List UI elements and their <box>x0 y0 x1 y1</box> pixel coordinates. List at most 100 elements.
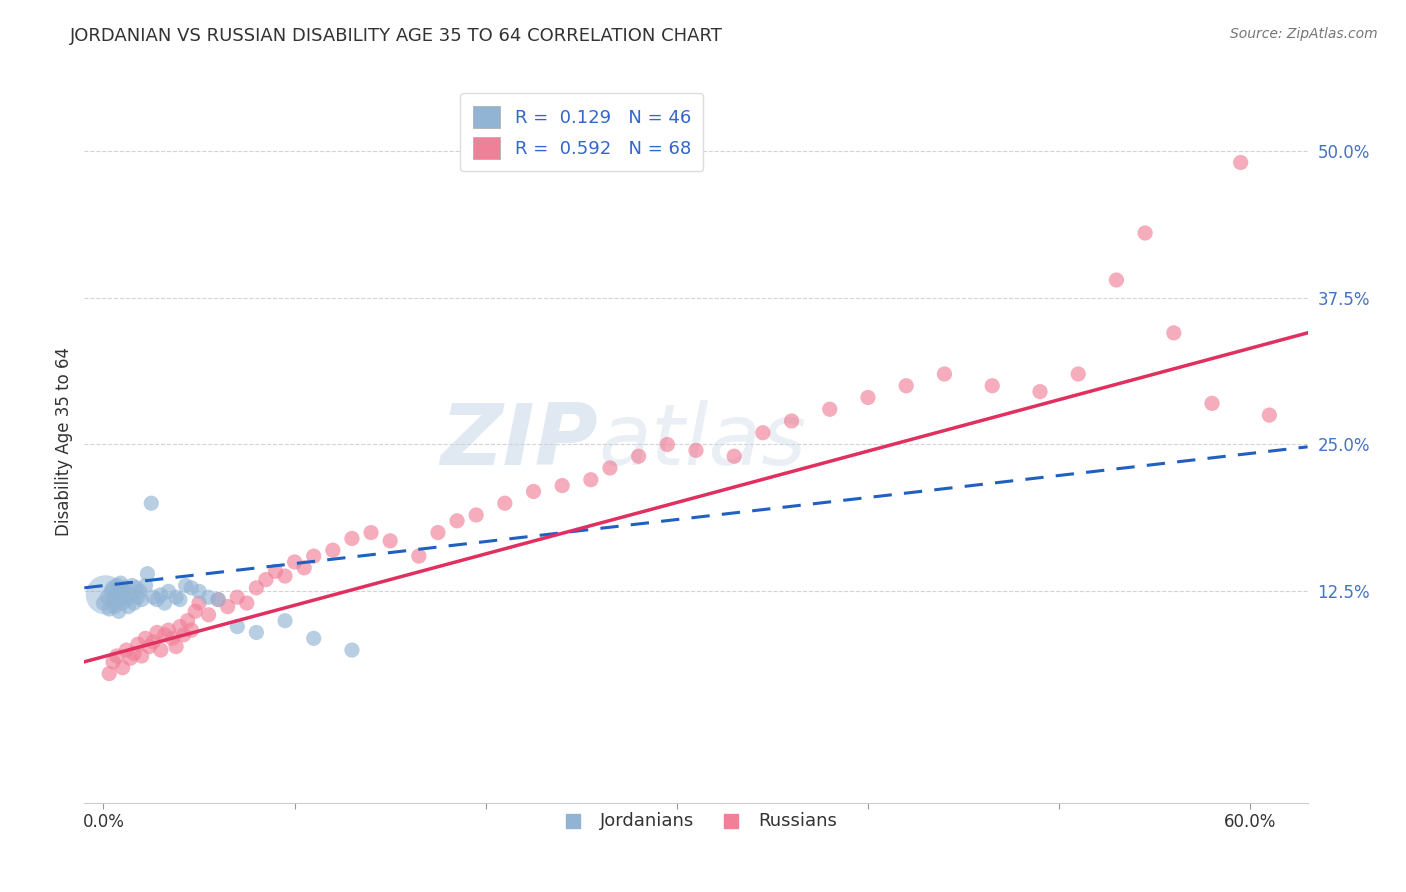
Point <box>446 514 468 528</box>
Point <box>136 566 159 581</box>
Point <box>125 581 148 595</box>
Text: atlas: atlas <box>598 400 806 483</box>
Point <box>174 578 197 592</box>
Point <box>149 643 172 657</box>
Point <box>685 443 707 458</box>
Point <box>105 648 128 663</box>
Point <box>1201 396 1223 410</box>
Point <box>184 604 207 618</box>
Point <box>245 625 267 640</box>
Point <box>723 449 745 463</box>
Point <box>981 378 1004 392</box>
Point <box>142 591 165 605</box>
Point <box>599 461 621 475</box>
Point <box>162 632 184 646</box>
Point <box>264 565 287 579</box>
Point <box>254 573 277 587</box>
Point <box>114 581 136 595</box>
Point <box>110 584 132 599</box>
Point <box>131 592 153 607</box>
Point <box>1029 384 1052 399</box>
Point <box>120 651 142 665</box>
Point <box>105 578 128 592</box>
Point <box>165 591 187 605</box>
Point <box>127 637 149 651</box>
Point <box>226 619 249 633</box>
Point <box>169 619 191 633</box>
Point <box>752 425 775 440</box>
Point <box>1133 226 1156 240</box>
Point <box>1229 155 1251 169</box>
Point <box>149 588 172 602</box>
Point <box>188 596 211 610</box>
Point <box>93 596 115 610</box>
Point <box>780 414 803 428</box>
Point <box>408 549 430 563</box>
Point <box>94 588 117 602</box>
Point <box>98 602 121 616</box>
Point <box>302 549 325 563</box>
Text: Source: ZipAtlas.com: Source: ZipAtlas.com <box>1230 27 1378 41</box>
Y-axis label: Disability Age 35 to 64: Disability Age 35 to 64 <box>55 347 73 536</box>
Point <box>226 591 249 605</box>
Point <box>135 632 157 646</box>
Point <box>494 496 516 510</box>
Point <box>340 532 363 546</box>
Text: JORDANIAN VS RUSSIAN DISABILITY AGE 35 TO 64 CORRELATION CHART: JORDANIAN VS RUSSIAN DISABILITY AGE 35 T… <box>70 27 723 45</box>
Point <box>111 596 134 610</box>
Point <box>104 599 127 614</box>
Point <box>101 592 124 607</box>
Point <box>1105 273 1128 287</box>
Point <box>120 588 142 602</box>
Point <box>101 581 124 595</box>
Point <box>105 588 128 602</box>
Point <box>107 604 129 618</box>
Point <box>1163 326 1185 340</box>
Point <box>153 628 176 642</box>
Point <box>284 555 307 569</box>
Point <box>180 623 202 637</box>
Point <box>107 592 129 607</box>
Point <box>169 592 191 607</box>
Point <box>121 578 143 592</box>
Point <box>111 661 134 675</box>
Point <box>657 437 679 451</box>
Point <box>146 592 169 607</box>
Point <box>197 607 219 622</box>
Point <box>245 581 267 595</box>
Point <box>141 496 163 510</box>
Point <box>322 543 344 558</box>
Point <box>110 576 132 591</box>
Point <box>131 648 153 663</box>
Point <box>135 578 157 592</box>
Text: ZIP: ZIP <box>440 400 598 483</box>
Point <box>157 623 180 637</box>
Point <box>188 584 211 599</box>
Point <box>934 367 956 381</box>
Point <box>1067 367 1090 381</box>
Point <box>115 592 138 607</box>
Point <box>96 591 118 605</box>
Point <box>101 655 124 669</box>
Point <box>127 591 149 605</box>
Point <box>122 647 145 661</box>
Point <box>138 640 160 654</box>
Point <box>176 614 198 628</box>
Point <box>818 402 841 417</box>
Point <box>117 599 139 614</box>
Point <box>426 525 449 540</box>
Point <box>522 484 544 499</box>
Point <box>856 391 879 405</box>
Point <box>157 584 180 599</box>
Point <box>153 596 176 610</box>
Point <box>128 584 150 599</box>
Point <box>217 599 239 614</box>
Point <box>302 632 325 646</box>
Point <box>207 592 229 607</box>
Point <box>627 449 650 463</box>
Point <box>111 584 134 599</box>
Point <box>207 592 229 607</box>
Point <box>165 640 187 654</box>
Point <box>340 643 363 657</box>
Point <box>465 508 488 522</box>
